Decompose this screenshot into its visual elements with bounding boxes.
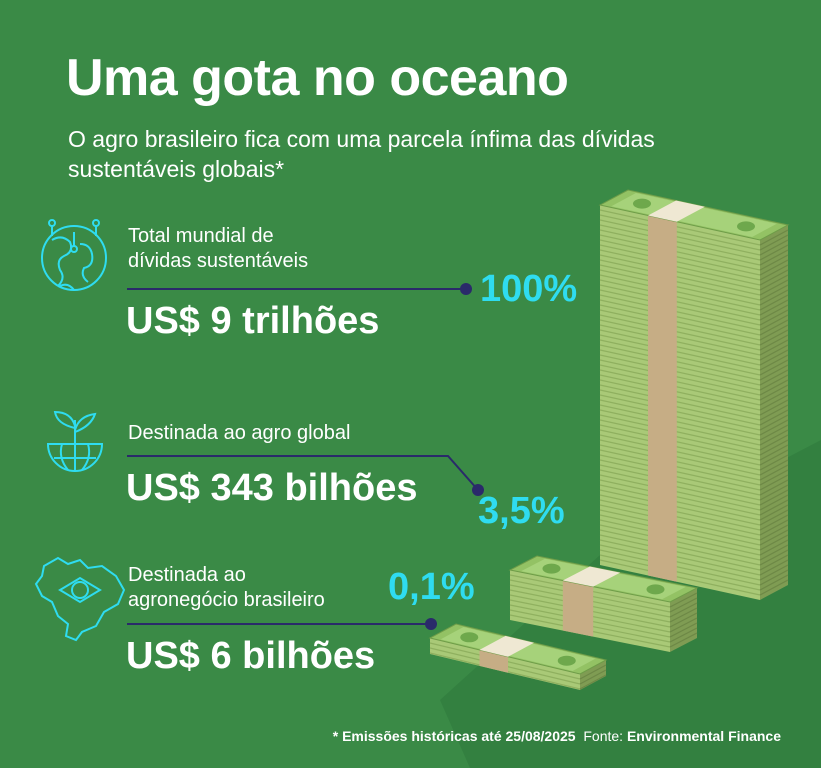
money-stack-small [428,623,608,690]
banknote-inner [611,193,777,237]
item-label-line: dívidas sustentáveis [128,250,309,272]
paper-band [479,649,508,673]
connector-line [127,455,479,491]
connector-dot [472,484,484,496]
paper-band [648,215,677,582]
item-amount-world: US$ 9 trilhões [126,300,380,342]
banknote-seal [557,655,576,666]
item-amount-brazil-agro: US$ 6 bilhões [126,635,376,677]
sprout-globe-icon [46,410,104,472]
banknote-seal [646,584,665,595]
item-label-line: Destinada ao agro global [128,422,351,444]
item-label-line: agronegócio brasileiro [128,589,325,611]
page-title: Uma gota no oceano [66,49,569,107]
globe-network-icon [41,219,107,291]
footnote: * Emissões históricas até 25/08/2025 [332,728,576,744]
page-subtitle: O agro brasileiro fica com uma parcela í… [68,126,655,182]
banknote-seal [633,198,651,209]
item-amount-global-agro: US$ 343 bilhões [126,467,418,509]
connector-dot [460,283,472,295]
footer-note: * Emissões históricas até 25/08/2025 Fon… [333,728,781,744]
banknote-seal [460,632,479,643]
money-stack-large [598,189,790,600]
paper-band-top [648,200,705,222]
item-label-line: Total mundial de [128,225,274,247]
item-pct-global-agro: 3,5% [478,490,565,532]
brazil-map-icon [34,556,126,642]
connector-dot [425,618,437,630]
item-pct-brazil-agro: 0,1% [388,566,475,608]
banknote-seal [542,563,561,574]
item-label-world: Total mundial de dívidas sustentáveis [128,224,308,274]
paper-band [562,580,594,637]
item-label-brazil-agro: Destinada ao agronegócio brasileiro [128,563,325,613]
source-label: Fonte: [583,728,624,744]
money-stack-medium [508,555,699,652]
item-pct-world: 100% [480,268,578,310]
item-label-line: Destinada ao [128,564,246,586]
stack-right-face [580,660,606,690]
source-name: Environmental Finance [626,728,781,744]
paper-band-top [562,566,621,587]
item-label-global-agro: Destinada ao agro global [128,421,350,446]
paper-band-top [479,635,534,657]
banknote-seal [737,221,755,232]
